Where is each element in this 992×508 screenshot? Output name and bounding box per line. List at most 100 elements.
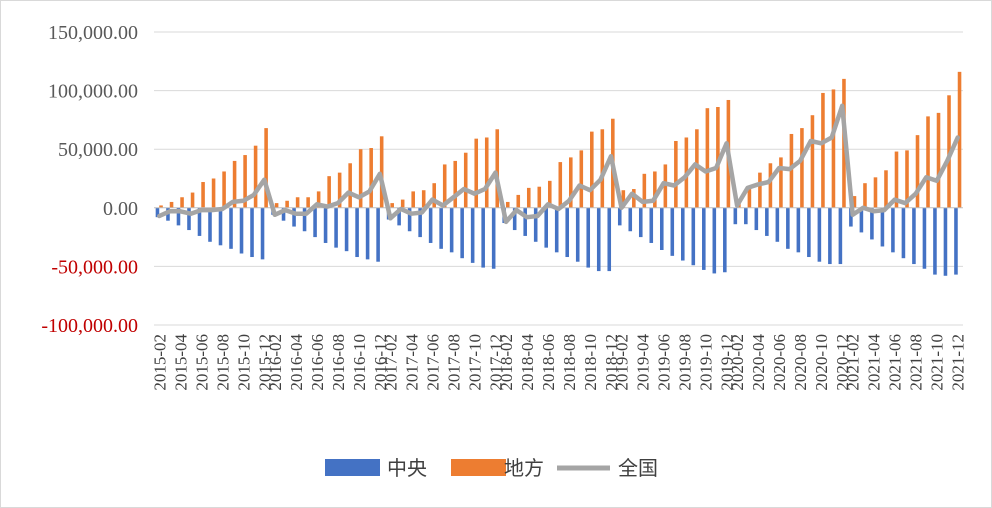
bar-central (176, 207, 181, 226)
x-tick-label: 2019-04 (634, 334, 653, 391)
bar-central (786, 207, 790, 249)
bar-central (765, 207, 769, 236)
bar-central (512, 207, 517, 231)
legend-label: 全国 (618, 456, 658, 480)
x-tick-label: 2015-10 (234, 334, 253, 391)
bar-central (281, 207, 286, 221)
bar-central (313, 207, 317, 238)
bar-central (691, 207, 696, 266)
bar-local (716, 107, 720, 208)
x-tick-label: 2020-10 (812, 334, 831, 391)
bar-central (744, 207, 748, 225)
x-tick-label: 2020-04 (749, 334, 768, 391)
y-tick-label: -100,000.00 (41, 315, 138, 337)
bar-central (523, 207, 527, 236)
bar-local (915, 135, 920, 208)
bar-central (723, 207, 727, 273)
x-tick-label: 2018-02 (497, 334, 516, 391)
bar-central (376, 207, 380, 262)
y-tick-label: 150,000.00 (48, 22, 138, 44)
bar-local (852, 196, 857, 208)
bar-local (810, 115, 815, 208)
bar-local (789, 133, 794, 208)
x-tick-label: 2021-08 (907, 334, 926, 391)
x-tick-label: 2017-12 (486, 334, 505, 391)
bar-central (491, 207, 496, 269)
x-tick-label: 2016-12 (371, 334, 390, 391)
bar-local (926, 116, 930, 208)
bar-central (838, 207, 843, 265)
x-tick-label: 2015-12 (255, 334, 274, 391)
bar-central (828, 207, 832, 265)
x-tick-label: 2016-06 (308, 334, 327, 391)
x-tick-label: 2017-10 (465, 334, 484, 391)
bar-central (880, 207, 885, 247)
bar-central (607, 207, 612, 272)
bar-local (590, 131, 594, 208)
bar-central (407, 207, 412, 232)
bar-local (306, 197, 310, 208)
bar-local (169, 201, 174, 208)
bar-local (884, 170, 888, 208)
bar-local (695, 129, 699, 208)
bar-central (533, 207, 538, 242)
x-tick-label: 2018-04 (518, 334, 537, 391)
x-tick-label: 2017-06 (423, 334, 442, 391)
bar-central (428, 207, 433, 243)
y-tick-label: 100,000.00 (48, 81, 138, 103)
x-tick-label: 2021-02 (844, 334, 863, 391)
x-tick-label: 2016-02 (266, 334, 285, 391)
bar-central (302, 207, 307, 232)
x-tick-label: 2018-08 (560, 334, 579, 391)
bar-central (155, 207, 160, 218)
bar-central (439, 207, 443, 249)
series-national-line (157, 103, 960, 225)
bar-central (187, 207, 191, 231)
bar-central (586, 207, 591, 268)
bar-central (807, 207, 811, 258)
bar-local (768, 163, 773, 208)
x-tick-label: 2016-04 (287, 334, 306, 391)
bar-local (674, 140, 678, 208)
line-national (157, 103, 960, 225)
x-tick-label: 2015-06 (192, 334, 211, 391)
bar-central (239, 207, 244, 254)
bar-local (264, 128, 268, 208)
bar-central (596, 207, 601, 272)
bar-local (863, 183, 867, 208)
bar-local (358, 149, 363, 208)
legend-label: 中央 (387, 456, 427, 480)
bar-local (484, 137, 489, 208)
bar-central (733, 207, 738, 225)
bar-central (260, 207, 265, 260)
bar-central (775, 207, 780, 242)
bar-local (222, 171, 226, 208)
bar-local (800, 128, 804, 208)
bar-local (558, 162, 563, 208)
bar-local (442, 164, 447, 208)
bar-central (681, 207, 685, 261)
bar-central (229, 207, 233, 249)
x-tick-label: 2021-10 (928, 334, 947, 391)
bar-local (642, 173, 647, 208)
x-tick-label: 2021-06 (886, 334, 905, 391)
y-tick-label: 50,000.00 (58, 139, 138, 161)
bar-local (190, 192, 195, 208)
bar-local (316, 191, 321, 208)
bar-local (232, 160, 237, 208)
bar-local (821, 92, 825, 208)
bar-central (344, 207, 349, 252)
bar-central (292, 207, 296, 227)
bar-central (565, 207, 570, 258)
x-tick-label: 2019-06 (655, 334, 674, 391)
bar-local (505, 201, 510, 208)
x-tick-label: 2018-10 (581, 334, 600, 391)
x-tick-label: 2017-08 (444, 334, 463, 391)
bar-local (621, 190, 626, 208)
x-axis-tick-labels: 2015-02 2015-04 2015-06 2015-08 2015-10 2015-… (150, 334, 967, 391)
bar-local (474, 138, 479, 208)
x-tick-label: 2021-12 (949, 334, 968, 391)
bar-central (922, 207, 927, 269)
x-tick-label: 2020-12 (833, 334, 852, 391)
